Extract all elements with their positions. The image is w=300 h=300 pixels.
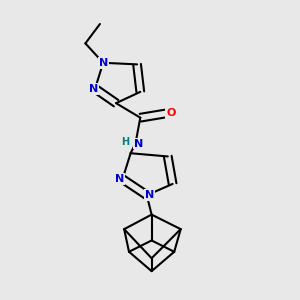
Text: H: H (121, 137, 129, 147)
Text: N: N (134, 139, 143, 148)
Text: N: N (115, 174, 124, 184)
Text: N: N (98, 58, 108, 68)
Text: N: N (89, 84, 98, 94)
Text: N: N (145, 190, 154, 200)
Text: O: O (166, 108, 176, 118)
